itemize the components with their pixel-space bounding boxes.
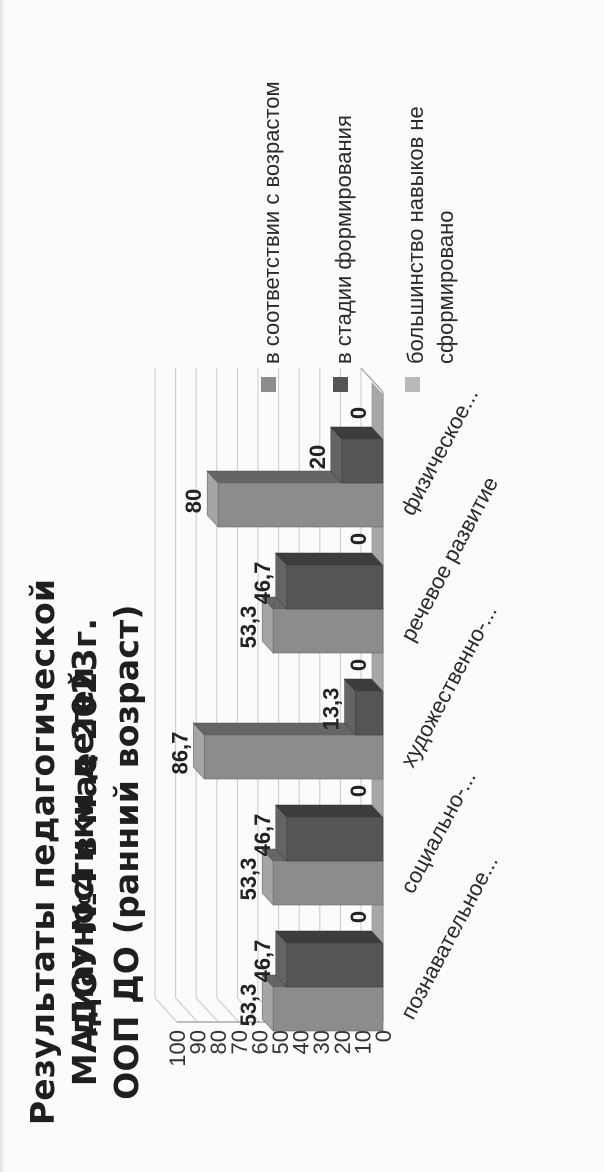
data-label: 0 [346, 407, 371, 419]
bar-side [275, 804, 384, 818]
y-tick-label: 100 [165, 1030, 190, 1067]
gridline-side [216, 997, 240, 1023]
data-label: 0 [346, 659, 371, 671]
y-tick-label: 20 [330, 1030, 355, 1054]
y-tick-label: 60 [247, 1030, 272, 1054]
data-label: 80 [181, 489, 206, 513]
y-tick-label: 80 [206, 1030, 231, 1054]
bar [272, 608, 384, 654]
bar [286, 816, 384, 862]
y-tick-label: 50 [268, 1030, 293, 1054]
data-label: 46,7 [250, 814, 275, 857]
data-label: 13,3 [319, 688, 344, 731]
legend-label-series-1: в соответствии с возрастом [259, 81, 284, 364]
data-label: 20 [305, 445, 330, 469]
legend-swatch-series-1 [261, 377, 276, 392]
y-tick-label: 0 [371, 1030, 396, 1042]
data-label: 0 [346, 911, 371, 923]
bar [286, 564, 384, 610]
y-tick-label: 10 [350, 1030, 375, 1054]
y-tick-label: 70 [227, 1030, 252, 1054]
legend-swatch-series-3 [405, 377, 420, 392]
legend-swatch-series-2 [333, 377, 348, 392]
data-label: 53,3 [236, 606, 261, 649]
gridline-side [237, 997, 260, 1023]
bar-side [275, 552, 384, 566]
data-label: 53,3 [236, 984, 261, 1027]
bar [355, 690, 384, 736]
gridline-side [175, 997, 198, 1023]
data-label: 46,7 [250, 940, 275, 983]
data-label: 86,7 [167, 732, 192, 775]
bar-side [275, 930, 384, 944]
bar [286, 942, 384, 988]
scan-edge-shadow [1, 0, 5, 1172]
y-tick-label: 90 [186, 1030, 211, 1054]
data-label: 53,3 [236, 858, 261, 901]
bar [217, 482, 384, 528]
bar [341, 438, 384, 484]
x-axis-floor-right [360, 367, 384, 393]
y-tick-label: 30 [309, 1030, 334, 1054]
legend-label-series-3: большинство навыков не сформировано [403, 106, 458, 364]
gridline-side [154, 997, 178, 1023]
bar [272, 860, 384, 906]
data-label: 0 [346, 533, 371, 545]
bar [204, 734, 384, 780]
bar [371, 382, 384, 440]
y-tick-label: 40 [289, 1030, 314, 1054]
gridline-side [195, 997, 219, 1023]
legend-label-series-2: в стадии формирования [331, 115, 356, 364]
data-label: 46,7 [250, 562, 275, 605]
bar [272, 986, 384, 1032]
data-label: 0 [346, 785, 371, 797]
bars-layer [192, 382, 384, 1032]
